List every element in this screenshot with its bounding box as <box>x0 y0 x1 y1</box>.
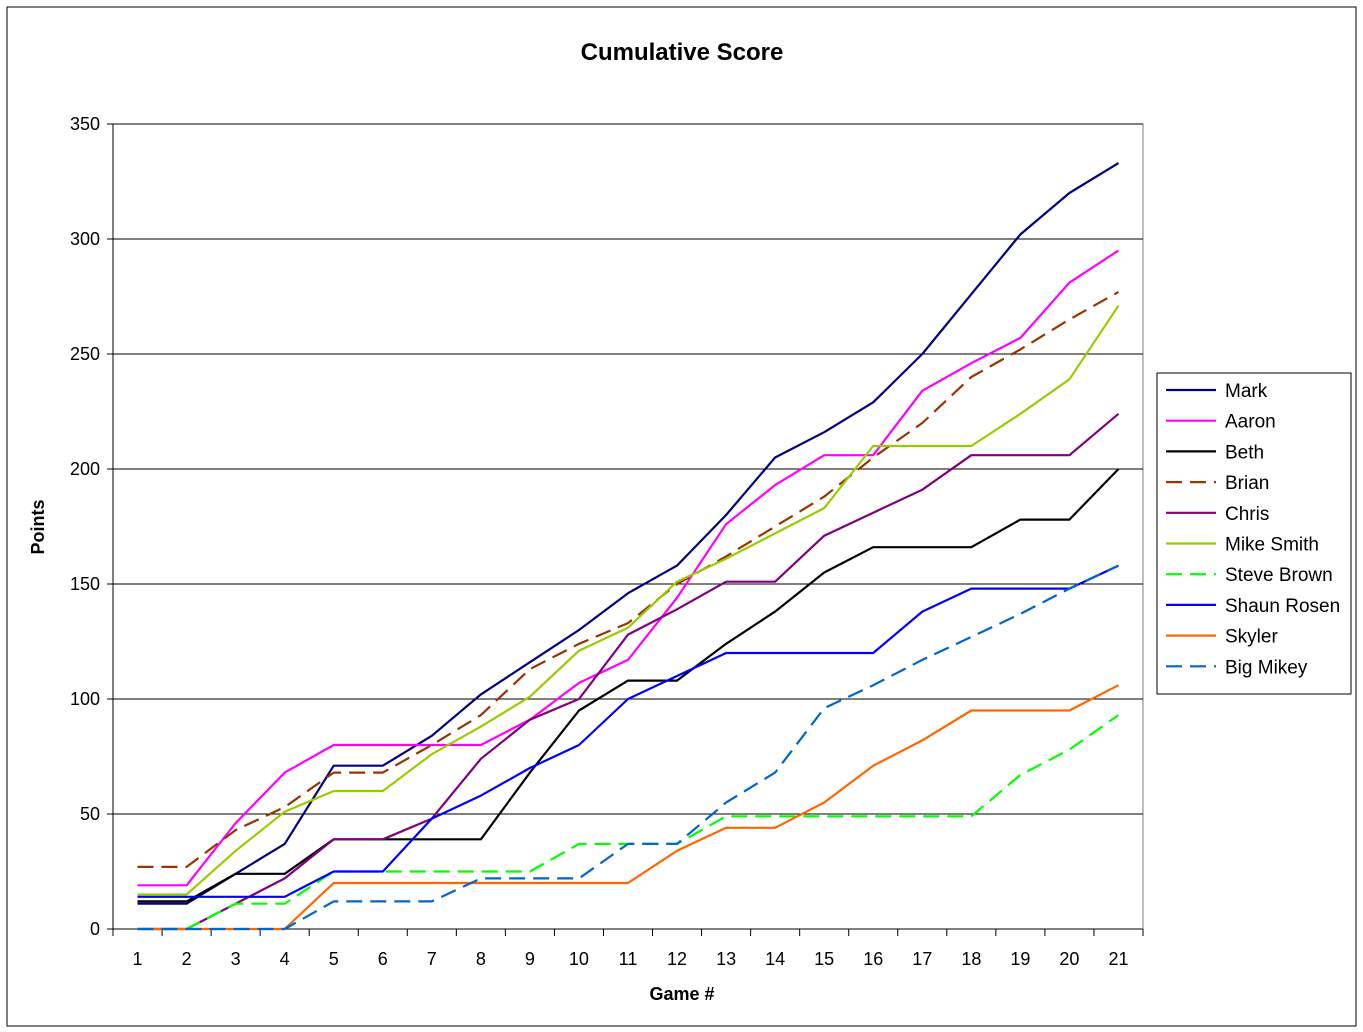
y-tick-label: 50 <box>80 804 100 824</box>
x-tick-label: 12 <box>667 949 687 969</box>
legend-label: Mark <box>1225 381 1268 402</box>
series-line-skyler <box>137 684 1120 931</box>
x-tick-label: 19 <box>1010 949 1030 969</box>
x-tick-label: 2 <box>182 949 192 969</box>
x-axis-title: Game # <box>649 984 714 1004</box>
legend-label: Chris <box>1225 504 1269 525</box>
x-tick-label: 9 <box>525 949 535 969</box>
x-tick-label: 3 <box>231 949 241 969</box>
y-tick-label: 200 <box>70 459 100 479</box>
y-tick-label: 100 <box>70 689 100 709</box>
series-line-beth <box>137 468 1120 903</box>
legend-label: Steve Brown <box>1225 565 1333 586</box>
y-tick-label: 150 <box>70 574 100 594</box>
x-tick-label: 4 <box>280 949 290 969</box>
legend-label: Beth <box>1225 442 1264 463</box>
y-tick-label: 350 <box>70 114 100 134</box>
legend-label: Brian <box>1225 473 1269 494</box>
x-tick-label: 18 <box>961 949 981 969</box>
gridlines <box>113 123 1143 815</box>
series-line-shaun-rosen <box>137 564 1119 898</box>
y-tick-labels: 0 50 100 150 200 250 300 350 <box>70 114 100 939</box>
x-tick-label: 14 <box>765 949 785 969</box>
legend-box <box>1156 372 1352 695</box>
series-line-aaron <box>137 249 1120 887</box>
x-tick-label: 5 <box>329 949 339 969</box>
series-line-big-mikey <box>137 564 1119 931</box>
series-line-chris <box>137 412 1120 931</box>
plot-area <box>112 123 1144 930</box>
x-tick-label: 17 <box>912 949 932 969</box>
x-tick-label: 15 <box>814 949 834 969</box>
series-lines <box>137 162 1120 931</box>
x-tick-label: 21 <box>1108 949 1128 969</box>
y-tick-label: 0 <box>90 919 100 939</box>
x-tick-label: 1 <box>133 949 143 969</box>
legend-label: Big Mikey <box>1225 657 1308 678</box>
series-line-mark <box>137 162 1120 905</box>
legend-label: Aaron <box>1225 412 1276 433</box>
plot-area-border <box>112 123 1144 930</box>
x-tick-label: 16 <box>863 949 883 969</box>
legend: Mark Aaron Beth Brian Chris Mike Smith Steve B… <box>1156 372 1352 695</box>
x-tick-label: 11 <box>619 949 638 969</box>
x-tick-label: 8 <box>476 949 486 969</box>
legend-label: Mike Smith <box>1225 535 1319 556</box>
y-tick-label: 300 <box>70 229 100 249</box>
legend-label: Shaun Rosen <box>1225 596 1340 617</box>
x-tick-label: 7 <box>427 949 437 969</box>
y-axis-title: Points <box>28 499 48 554</box>
x-tick-label: 6 <box>378 949 388 969</box>
y-tick-label: 250 <box>70 344 100 364</box>
series-line-brian <box>137 290 1120 869</box>
chart-title: Cumulative Score <box>581 39 784 66</box>
legend-label: Skyler <box>1225 627 1278 648</box>
x-tick-label: 20 <box>1059 949 1079 969</box>
x-tick-label: 13 <box>716 949 736 969</box>
x-tick-labels: 1 2 3 4 5 6 7 8 9 10 11 12 13 14 15 16 17 18 19 20 21 <box>133 949 1129 969</box>
series-line-mike-smith <box>137 305 1120 896</box>
x-tick-label: 10 <box>569 949 589 969</box>
